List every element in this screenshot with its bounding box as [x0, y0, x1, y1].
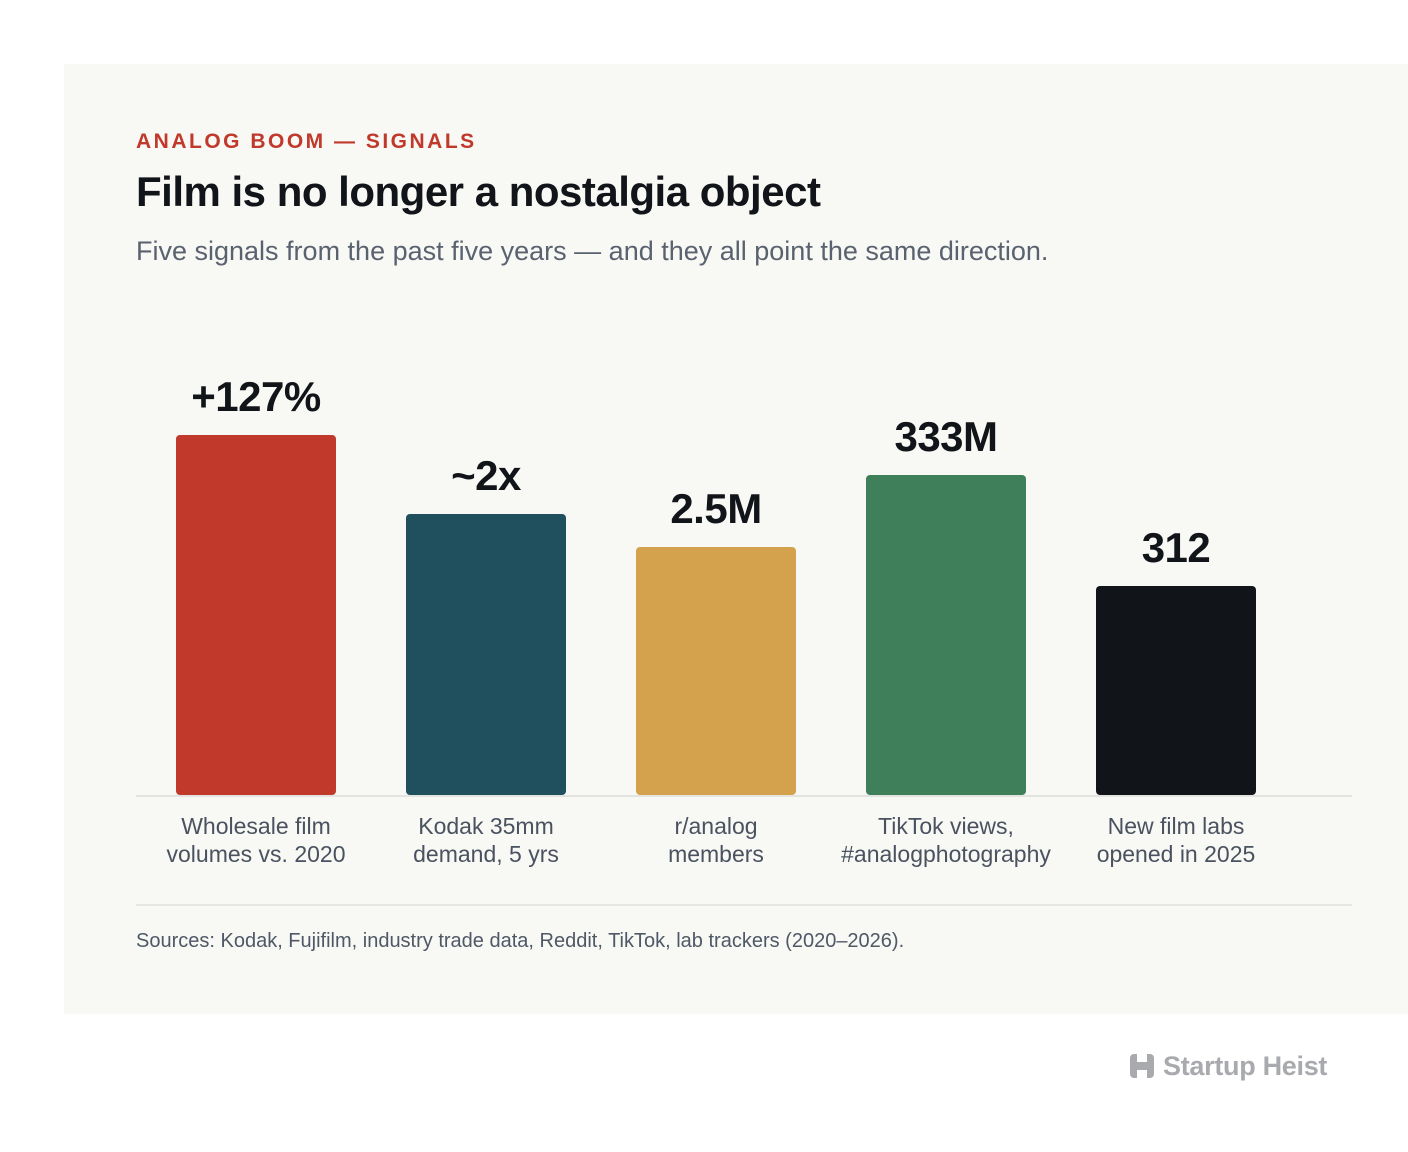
chart-title: Film is no longer a nostalgia object: [136, 168, 821, 215]
source-note: Sources: Kodak, Fujifilm, industry trade…: [136, 930, 905, 952]
category-label-3: r/analog members: [591, 812, 841, 868]
category-label-line: Kodak 35mm: [418, 813, 554, 839]
value-label-1: +127%: [191, 373, 321, 420]
category-label-1: Wholesale film volumes vs. 2020: [131, 812, 381, 868]
category-label-line: New film labs: [1107, 813, 1245, 839]
category-label-2: Kodak 35mm demand, 5 yrs: [361, 812, 611, 868]
value-label-4: 333M: [894, 413, 998, 460]
value-label-2: ~2x: [451, 452, 521, 499]
chart-subtitle: Five signals from the past five years — …: [136, 236, 1049, 266]
footer-divider: [136, 904, 1352, 906]
eyebrow-label: ANALOG BOOM — SIGNALS: [136, 130, 477, 153]
category-label-line: opened in 2025: [1096, 841, 1256, 867]
category-label-line: volumes vs. 2020: [166, 841, 346, 867]
chart-card: ANALOG BOOM — SIGNALS Film is no longer …: [64, 64, 1408, 1014]
value-label-3: 2.5M: [670, 485, 762, 532]
category-label-line: #analogphotography: [841, 841, 1051, 867]
category-label-line: TikTok views,: [878, 813, 1014, 839]
h-logo-icon: [1130, 1054, 1154, 1078]
category-label-line: r/analog: [674, 813, 758, 839]
category-label-line: demand, 5 yrs: [413, 841, 559, 867]
bar-chart: +127% Wholesale film volumes vs. 2020 ~2x Ko…: [64, 64, 1408, 1014]
bar-4: [866, 475, 1026, 795]
bar-3: [636, 547, 796, 795]
bar-2: [406, 514, 566, 795]
value-label-5: 312: [1141, 524, 1211, 571]
bar-5: [1096, 586, 1256, 795]
brand-logo: Startup Heist: [1129, 1048, 1327, 1084]
category-label-line: members: [668, 841, 764, 867]
chart-baseline: [136, 795, 1352, 797]
brand-name: Startup Heist: [1163, 1050, 1328, 1081]
category-label-line: Wholesale film: [181, 813, 331, 839]
category-label-5: New film labs opened in 2025: [1051, 812, 1301, 868]
bar-1: [176, 435, 336, 795]
category-label-4: TikTok views, #analogphotography: [821, 812, 1071, 868]
